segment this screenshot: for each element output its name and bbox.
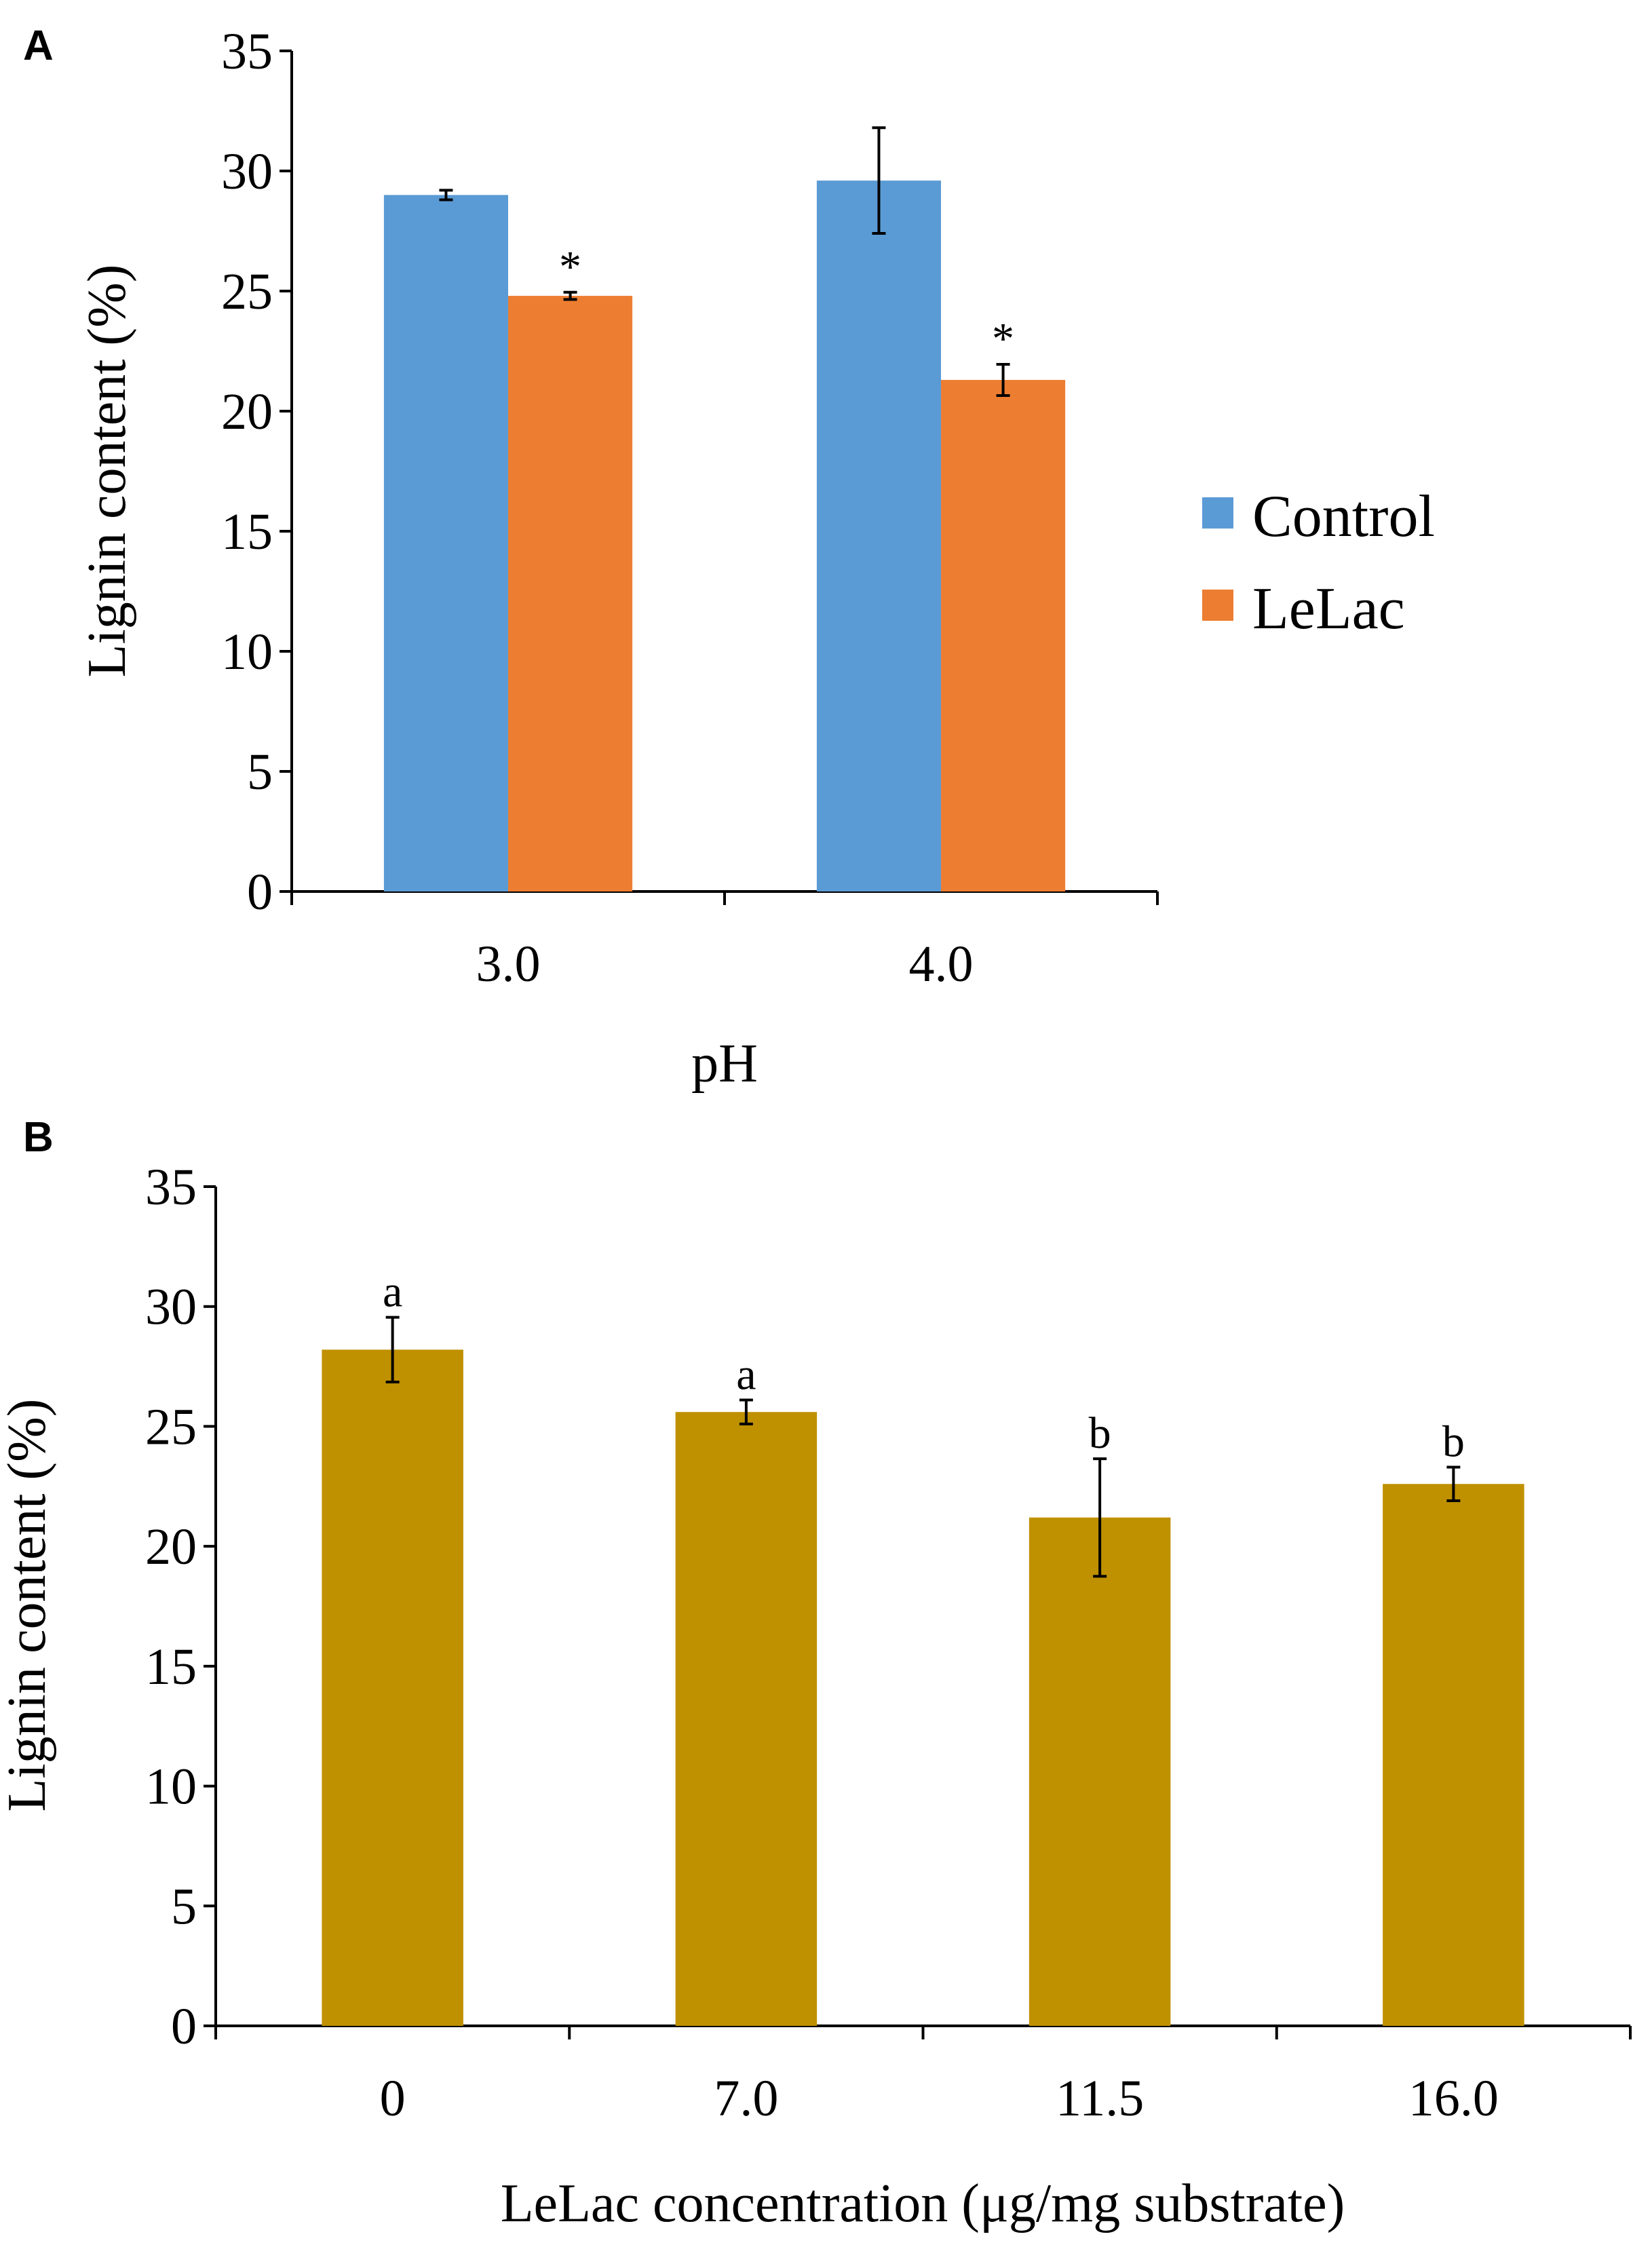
x-tick-label: 7.0: [714, 2070, 778, 2127]
y-tick-label: 30: [145, 1279, 197, 1336]
y-tick-label: 5: [171, 1878, 197, 1935]
legend-label-lelac: LeLac: [1252, 576, 1405, 642]
bar-lignin-content: [1029, 1517, 1171, 2026]
panel-b-bars: a a b b: [322, 1267, 1524, 2026]
y-tick-label: 30: [221, 143, 273, 200]
y-tick-label: 0: [171, 1998, 197, 2055]
bar-lelac: [508, 296, 633, 892]
y-tick-label: 20: [145, 1518, 197, 1575]
panel-b-y-ticks: 0 5 10 15 20 25 30 35: [145, 1159, 216, 2055]
panel-a-x-ticks: 3.0 4.0: [290, 891, 1159, 993]
y-tick-label: 35: [145, 1159, 197, 1216]
significance-label: *: [992, 314, 1014, 364]
panel-b-label: B: [23, 1114, 54, 1161]
legend-label-control: Control: [1252, 484, 1435, 550]
x-tick-label: 4.0: [909, 936, 974, 993]
panel-a-y-axis-title: Lignin content (%): [77, 265, 137, 678]
x-tick-label: 3.0: [476, 936, 541, 993]
significance-label: b: [1442, 1417, 1465, 1467]
significance-label: *: [559, 242, 581, 292]
y-tick-label: 20: [221, 383, 273, 440]
panel-b-x-ticks: 0 7.0 11.5 16.0: [214, 2026, 1632, 2127]
significance-label: a: [383, 1267, 402, 1317]
bar-lignin-content: [675, 1412, 818, 2026]
y-tick-label: 25: [145, 1398, 197, 1455]
bar-lignin-content: [322, 1349, 463, 2026]
y-tick-label: 15: [221, 503, 273, 560]
panel-b-x-axis-title: LeLac concentration (μg/mg substrate): [501, 2174, 1345, 2233]
x-tick-label: 11.5: [1056, 2070, 1144, 2127]
bar-lignin-content: [1383, 1484, 1524, 2026]
panel-a-x-axis-title: pH: [691, 1034, 758, 1094]
y-tick-label: 5: [247, 744, 273, 801]
y-tick-label: 10: [221, 623, 273, 680]
panel-b-y-axis-title: Lignin content (%): [0, 1399, 57, 1812]
panel-b: B 0 5 10 15 20 25 30 35 0 7.0 11.5 16.0 a a b b LeLac…: [0, 1114, 1632, 2233]
bar-control: [383, 195, 508, 891]
significance-label: a: [736, 1350, 756, 1400]
legend-swatch-lelac: [1202, 590, 1233, 621]
bar-lelac: [941, 379, 1066, 891]
y-tick-label: 0: [247, 864, 273, 921]
panel-a-label: A: [23, 22, 54, 69]
panel-a-legend: Control LeLac: [1202, 484, 1435, 642]
y-tick-label: 35: [221, 23, 273, 80]
y-tick-label: 15: [145, 1638, 197, 1695]
panel-a-bars: **: [383, 126, 1066, 892]
y-tick-label: 25: [221, 263, 273, 320]
x-tick-label: 0: [380, 2070, 406, 2127]
bar-control: [816, 180, 941, 891]
y-tick-label: 10: [145, 1759, 197, 1816]
panel-a-y-ticks: 0 5 10 15 20 25 30 35: [221, 23, 292, 921]
significance-label: b: [1089, 1408, 1111, 1458]
x-tick-label: 16.0: [1408, 2070, 1499, 2127]
legend-swatch-control: [1202, 497, 1233, 529]
